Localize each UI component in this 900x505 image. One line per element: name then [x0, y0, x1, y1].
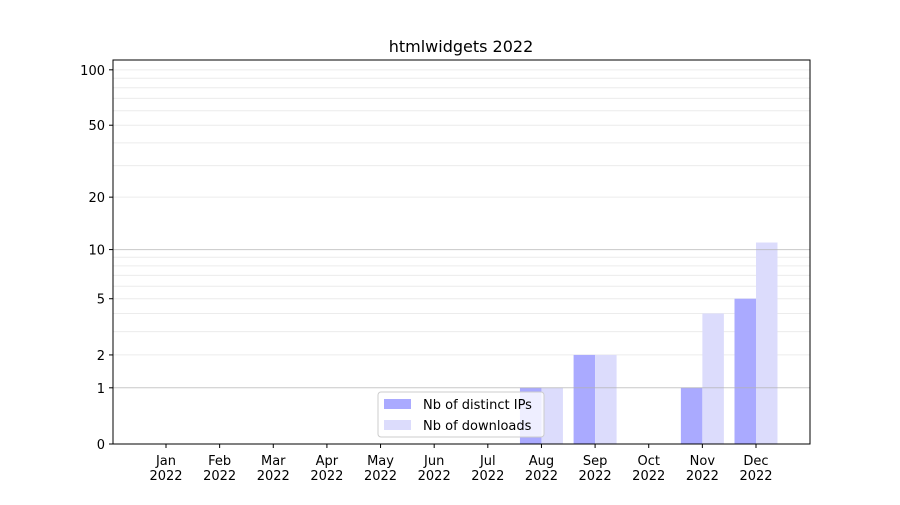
y-tick-label: 2	[97, 349, 105, 364]
chart-title: htmlwidgets 2022	[389, 37, 534, 56]
y-tick-label: 5	[97, 293, 105, 308]
x-tick-label: Oct 2022	[632, 454, 665, 484]
legend-label: Nb of downloads	[423, 419, 532, 434]
y-tick-label: 1	[97, 382, 105, 397]
x-tick-label: Aug 2022	[525, 454, 558, 484]
y-tick-label: 100	[80, 64, 105, 79]
bar-distinct-ips	[573, 354, 596, 444]
legend-swatch	[384, 420, 411, 430]
y-tick-label: 0	[97, 438, 105, 453]
x-tick-label: Nov 2022	[686, 454, 719, 484]
y-tick-label: 20	[88, 191, 105, 206]
legend: Nb of distinct IPs Nb of downloads	[377, 391, 545, 438]
bar-downloads	[541, 387, 563, 444]
bar-downloads	[702, 313, 724, 444]
x-tick-label: Mar 2022	[257, 454, 290, 484]
plot-frame	[112, 59, 811, 445]
bar-downloads	[595, 354, 617, 444]
y-tick-label: 50	[88, 119, 105, 134]
legend-swatch	[384, 399, 411, 409]
bar-distinct-ips	[734, 298, 756, 444]
x-tick-label: Sep 2022	[579, 454, 612, 484]
y-tick-label: 10	[88, 244, 105, 259]
bar-distinct-ips	[680, 387, 703, 444]
legend-box	[377, 391, 545, 438]
x-tick-label: Jan 2022	[149, 454, 182, 484]
bar-downloads	[756, 242, 778, 444]
x-tick-label: Apr 2022	[310, 454, 343, 484]
x-tick-label: Dec 2022	[739, 454, 772, 484]
x-tick-label: Jun 2022	[418, 454, 451, 484]
x-tick-label: Jul 2022	[471, 454, 504, 484]
x-tick-label: May 2022	[364, 454, 397, 484]
x-tick-label: Feb 2022	[203, 454, 236, 484]
legend-label: Nb of distinct IPs	[423, 398, 532, 413]
